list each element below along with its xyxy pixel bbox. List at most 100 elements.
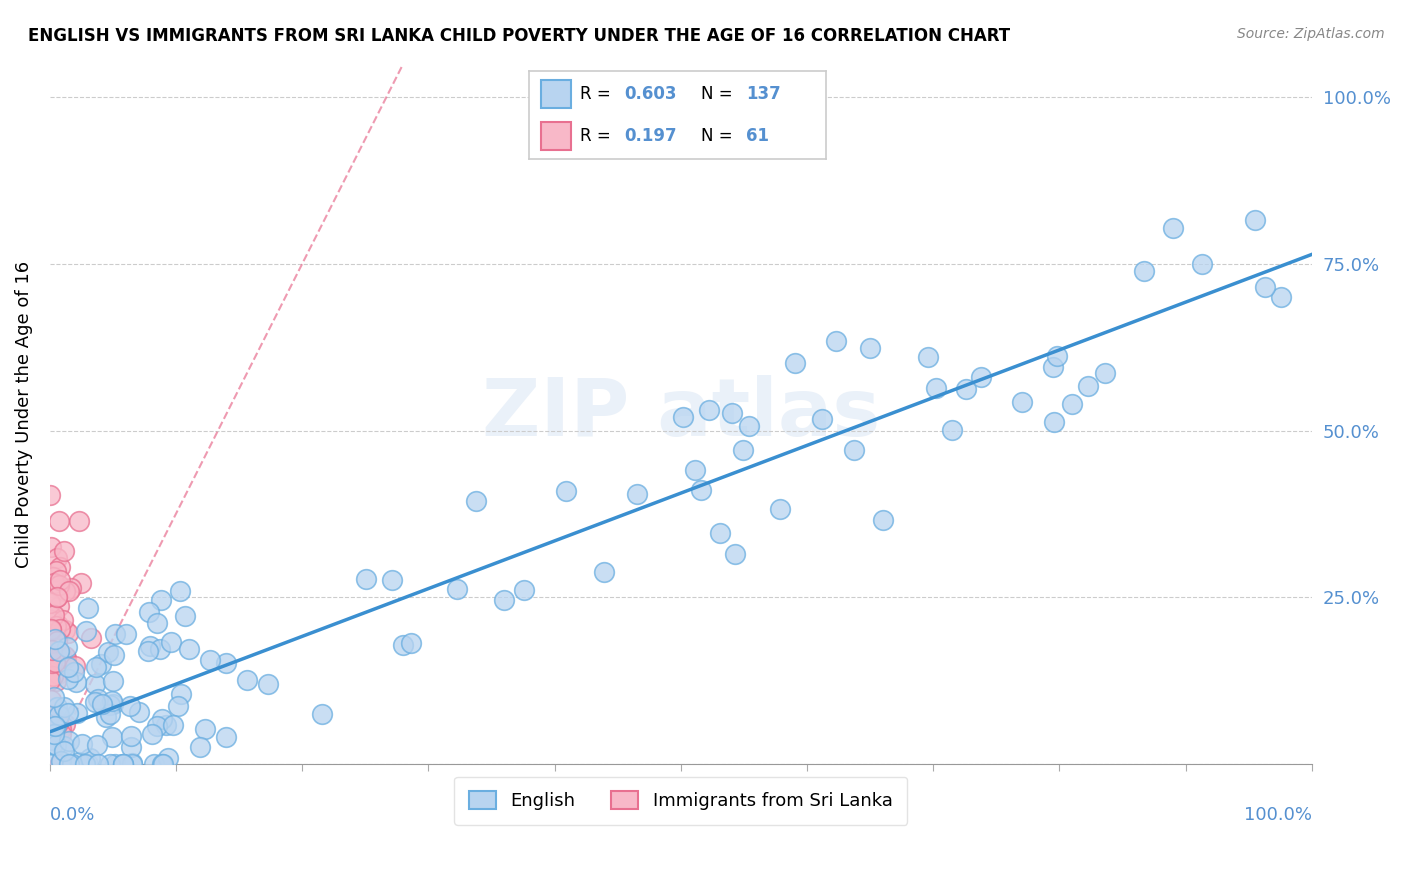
Point	[1161, 221, 1184, 235]
Point	[149, 641, 172, 656]
Point	[157, 751, 180, 765]
Point	[49, 560, 72, 574]
Point	[39, 488, 62, 502]
Point	[55, 651, 77, 665]
Point	[1062, 397, 1084, 411]
Text: Source: ZipAtlas.com: Source: ZipAtlas.com	[1237, 27, 1385, 41]
Point	[45, 652, 67, 666]
Point	[872, 512, 894, 526]
Point	[141, 727, 163, 741]
Point	[39, 623, 62, 637]
Point	[94, 710, 117, 724]
Point	[53, 623, 76, 637]
Point	[39, 596, 62, 610]
Point	[39, 693, 62, 707]
Point	[49, 649, 72, 664]
Point	[44, 631, 66, 645]
Point	[49, 581, 72, 595]
Point	[118, 699, 141, 714]
Point	[39, 724, 62, 739]
Point	[1094, 366, 1116, 380]
Point	[65, 674, 87, 689]
Point	[41, 646, 63, 660]
Point	[48, 515, 70, 529]
Point	[1254, 280, 1277, 294]
Point	[62, 665, 84, 679]
Point	[1133, 263, 1156, 277]
Text: 100.0%: 100.0%	[1244, 805, 1312, 824]
Point	[155, 717, 177, 731]
Point	[121, 756, 143, 770]
Point	[62, 756, 84, 771]
Point	[45, 618, 67, 632]
Point	[63, 658, 86, 673]
Point	[48, 657, 70, 671]
Point	[53, 543, 76, 558]
Point	[84, 677, 107, 691]
Point	[188, 739, 211, 754]
Point	[103, 697, 125, 711]
Text: 0.0%: 0.0%	[49, 805, 96, 824]
Point	[53, 717, 76, 731]
Point	[721, 406, 744, 420]
Point	[49, 727, 72, 741]
Point	[170, 687, 193, 701]
Point	[53, 744, 76, 758]
Point	[494, 593, 516, 607]
Point	[39, 733, 62, 747]
Point	[56, 625, 79, 640]
Point	[146, 615, 169, 630]
Point	[46, 650, 69, 665]
Point	[75, 756, 97, 771]
Point	[46, 617, 69, 632]
Point	[142, 756, 165, 771]
Point	[69, 575, 91, 590]
Point	[44, 608, 66, 623]
Point	[58, 733, 80, 747]
Point	[58, 756, 80, 771]
Point	[59, 581, 82, 595]
Point	[39, 609, 62, 624]
Point	[49, 756, 72, 771]
Point	[917, 350, 939, 364]
Point	[48, 708, 70, 723]
Point	[56, 640, 79, 655]
Point	[179, 642, 201, 657]
Point	[53, 583, 76, 598]
Point	[626, 487, 648, 501]
Point	[45, 590, 67, 604]
Point	[42, 690, 65, 705]
Point	[1270, 290, 1292, 304]
Point	[955, 382, 977, 396]
Point	[785, 356, 807, 370]
Point	[731, 442, 754, 457]
Point	[1046, 349, 1069, 363]
Point	[174, 608, 197, 623]
Point	[690, 483, 713, 497]
Point	[66, 706, 89, 720]
Point	[120, 740, 142, 755]
Text: ZIP atlas: ZIP atlas	[482, 375, 880, 453]
Point	[45, 634, 67, 648]
Point	[150, 712, 173, 726]
Point	[53, 700, 76, 714]
Point	[941, 423, 963, 437]
Point	[39, 756, 62, 771]
Point	[465, 494, 488, 508]
Point	[67, 755, 90, 769]
Point	[98, 707, 121, 722]
Point	[169, 583, 191, 598]
Point	[1042, 360, 1064, 375]
Point	[39, 622, 62, 636]
Point	[150, 756, 173, 771]
Point	[825, 334, 848, 348]
Point	[697, 403, 720, 417]
Point	[311, 707, 333, 722]
Point	[44, 632, 66, 647]
Point	[198, 652, 221, 666]
Point	[554, 483, 576, 498]
Point	[70, 737, 93, 751]
Point	[44, 712, 66, 726]
Point	[146, 719, 169, 733]
Point	[45, 738, 67, 752]
